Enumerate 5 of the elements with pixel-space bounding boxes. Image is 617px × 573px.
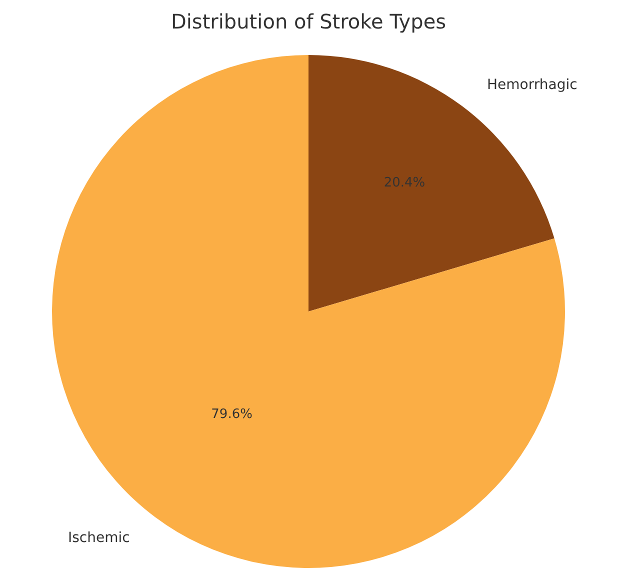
data-label: 79.6% [211,406,252,422]
slice-label: Hemorrhagic [487,77,578,93]
data-label: 20.4% [384,175,426,190]
slice-label: Ischemic [68,530,130,546]
chart-title: Distribution of Stroke Types [170,9,446,34]
